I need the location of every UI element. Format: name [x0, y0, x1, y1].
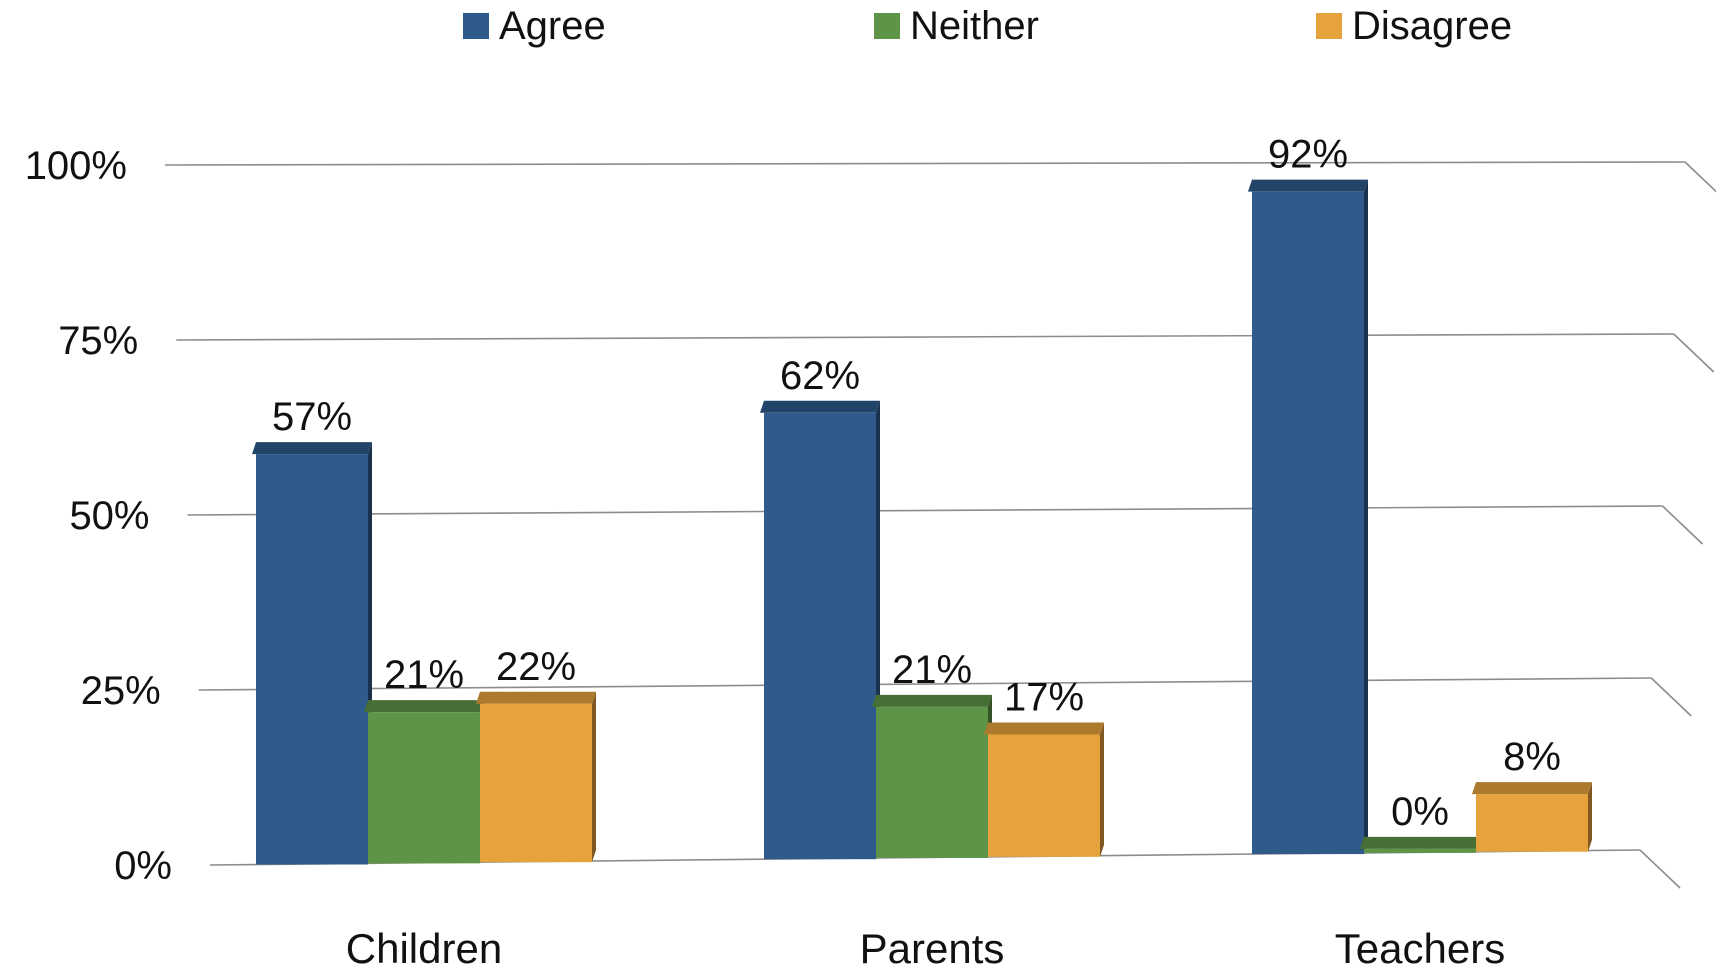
legend-label-neither: Neither: [910, 4, 1039, 48]
gridline-depth: [1661, 505, 1704, 545]
y-tick-label: 0%: [114, 844, 172, 888]
bar-top: [984, 722, 1104, 735]
legend-label-disagree: Disagree: [1352, 4, 1513, 48]
data-labels: 57% 21% 22% 62% 21% 17% 92% 0% 8%: [272, 133, 1561, 834]
bar-top: [872, 694, 992, 707]
legend-item-disagree: Disagree: [1316, 4, 1512, 48]
y-tick-label: 100%: [25, 144, 127, 188]
gridline-depth: [1639, 849, 1681, 889]
bar-top: [476, 691, 596, 704]
legend-swatch-agree: [463, 13, 489, 39]
bar-side: [1100, 722, 1104, 857]
bar-top: [760, 400, 880, 413]
bar-top: [1360, 836, 1480, 849]
y-tick-label: 50%: [69, 494, 149, 538]
bar-top: [1472, 782, 1592, 795]
legend-item-neither: Neither: [874, 4, 1039, 48]
gridline-depth: [1673, 333, 1715, 373]
bar: [256, 454, 368, 865]
legend-swatch-disagree: [1316, 13, 1342, 39]
y-axis: 0% 25% 50% 75% 100%: [25, 144, 172, 888]
data-label: 8%: [1503, 735, 1561, 779]
data-label: 0%: [1391, 790, 1449, 834]
data-label: 21%: [892, 648, 972, 692]
bar: [1364, 848, 1476, 853]
data-label: 21%: [384, 653, 464, 697]
data-label: 17%: [1004, 675, 1084, 719]
category-label: Teachers: [1335, 925, 1505, 972]
category-label: Children: [346, 925, 502, 972]
data-label: 57%: [272, 395, 352, 439]
gridline-depth: [1684, 161, 1716, 193]
bar-top: [364, 700, 484, 713]
legend: Agree Neither Disagree: [0, 0, 1716, 60]
gridline: [164, 161, 1686, 166]
category-label: Parents: [860, 925, 1005, 972]
bar-side: [1364, 179, 1368, 855]
bar: [368, 712, 480, 864]
gridline: [176, 333, 1674, 341]
data-label: 22%: [496, 645, 576, 689]
x-axis: Children Parents Teachers: [346, 925, 1505, 972]
bar-side: [1588, 782, 1592, 852]
gridline-depth: [1650, 677, 1692, 717]
bar: [764, 412, 876, 860]
bar-top: [1248, 179, 1368, 192]
gridline: [187, 505, 1663, 516]
bar: [988, 734, 1100, 857]
bar: [1252, 191, 1364, 855]
bar: [480, 703, 592, 863]
legend-swatch-neither: [874, 13, 900, 39]
legend-label-agree: Agree: [499, 4, 606, 48]
y-tick-label: 75%: [58, 319, 138, 363]
bars: [252, 179, 1592, 865]
bar-side: [592, 691, 596, 863]
data-label: 92%: [1268, 133, 1348, 177]
bar: [1476, 794, 1588, 852]
gridline: [198, 677, 1652, 691]
bar-top: [252, 442, 372, 455]
bar: [876, 706, 988, 859]
y-tick-label: 25%: [81, 669, 161, 713]
legend-item-agree: Agree: [463, 4, 606, 48]
data-label: 62%: [780, 354, 860, 398]
